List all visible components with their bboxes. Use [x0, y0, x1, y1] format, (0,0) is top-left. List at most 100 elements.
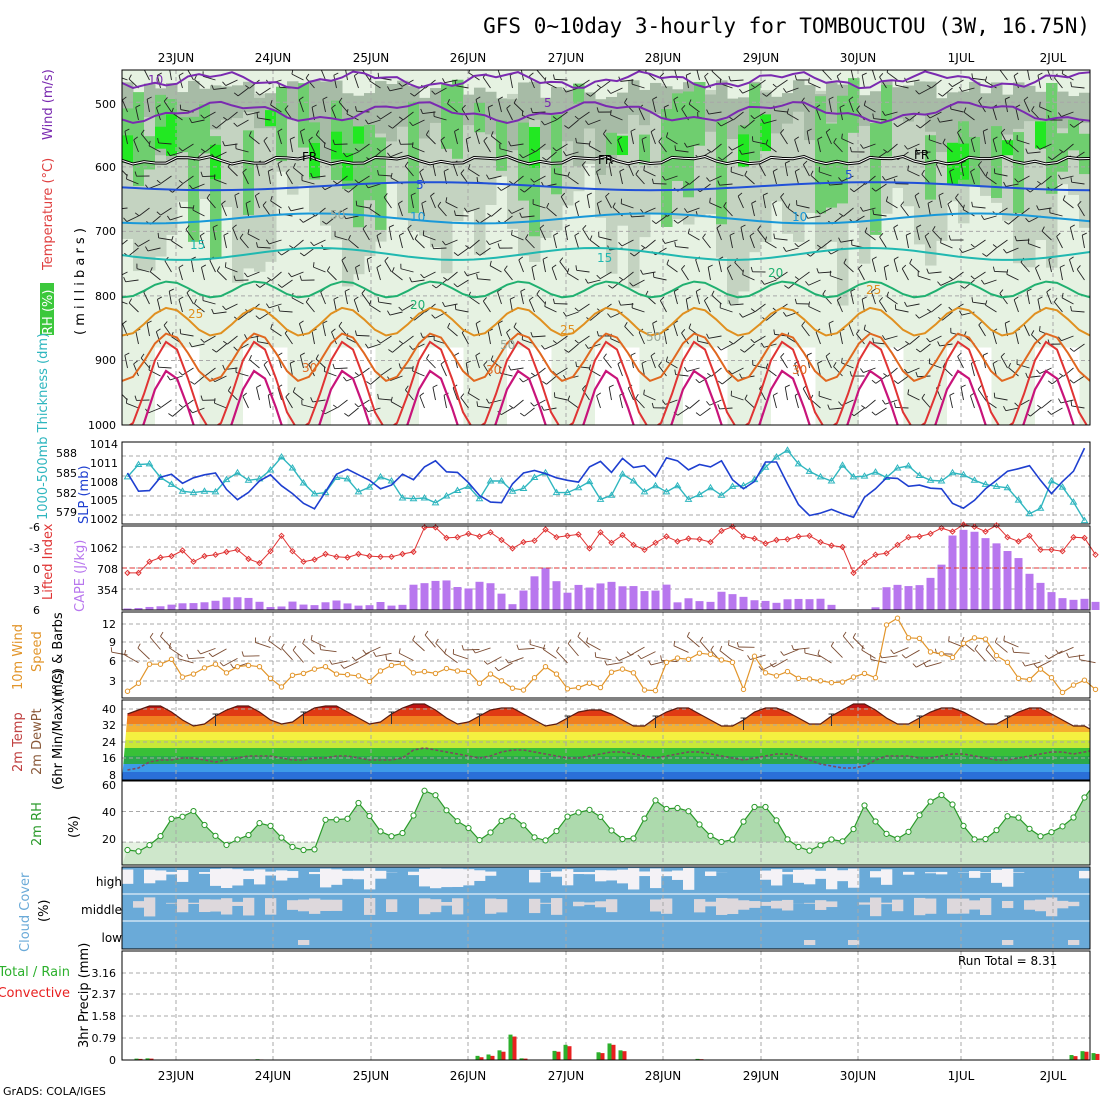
wind-barb — [390, 172, 393, 178]
contour-label: 15 — [597, 251, 612, 265]
wind-barb — [185, 225, 190, 230]
wind-barb — [499, 148, 513, 153]
lifted-point — [872, 551, 879, 558]
thickness-tick-label: 588 — [56, 447, 77, 460]
wind-barb — [369, 300, 372, 306]
wind-barb — [631, 307, 645, 313]
wind-barb — [1006, 247, 1019, 254]
rh2m-series — [124, 787, 1090, 855]
wind-barb — [939, 119, 953, 123]
wind-barb — [872, 209, 875, 215]
rh-cell — [254, 97, 266, 129]
wind-barb — [959, 310, 963, 316]
wind10m-barb — [1079, 659, 1096, 664]
wind-barb — [901, 264, 907, 269]
wind-barb — [122, 301, 128, 305]
precip-ticks: 3.16 2.37 1.58 0.79 0 — [92, 967, 117, 1067]
wind-barb — [358, 143, 370, 152]
thickness-point — [860, 472, 869, 479]
rh-cell — [606, 115, 618, 274]
wind-barb — [291, 271, 304, 278]
wind-barb — [203, 335, 216, 343]
thickness-point — [706, 483, 715, 491]
wind-barb — [232, 227, 238, 241]
wind-barb — [1026, 288, 1032, 292]
rh2m-point — [377, 828, 384, 835]
wind-barb — [780, 196, 788, 209]
wind-barb — [216, 270, 227, 281]
wind-barb — [798, 271, 810, 281]
wind-barb — [124, 352, 130, 356]
wind-barb — [513, 102, 524, 113]
wind10m-barb — [637, 654, 642, 660]
wind-barb — [708, 335, 722, 339]
wind-barb — [780, 129, 785, 134]
contour-label: 25 — [188, 307, 203, 321]
wind-barb — [148, 407, 161, 414]
wind-barb — [453, 210, 456, 216]
thickness-point — [794, 459, 803, 467]
wind-barb — [861, 296, 867, 300]
cape-bar — [464, 588, 473, 610]
rh-cell — [397, 80, 409, 127]
wind10m-point — [729, 659, 736, 666]
wind-barb — [950, 108, 964, 113]
wind-barb — [624, 321, 628, 327]
wind10m-barb — [804, 652, 821, 658]
cloud-cell — [441, 868, 453, 888]
wind-barb — [817, 136, 823, 140]
wind-barb — [882, 110, 886, 116]
thickness-point — [398, 494, 407, 501]
wind-barb — [1015, 104, 1021, 108]
wind10m-barb — [281, 647, 293, 661]
wind-barb — [358, 367, 370, 376]
temp2m-panel: 40 32 24 16 8 2m Temp 2m DewPt (6hr Min/… — [11, 670, 1091, 790]
wind-barb — [567, 171, 570, 177]
wind-barb — [483, 140, 491, 153]
wind-barb — [1071, 181, 1085, 185]
wind-barb — [885, 175, 898, 181]
wind-barb — [124, 128, 130, 132]
thickness-axis-label: 1000-500mb Thickness (dm) — [36, 333, 51, 520]
wind-barb — [376, 232, 382, 236]
wind-barb — [203, 111, 216, 119]
wind10m-barb — [710, 645, 714, 651]
wind-barb — [530, 178, 535, 183]
cape-bar — [629, 586, 638, 610]
wind-barb — [674, 369, 677, 375]
wind-barb — [905, 232, 911, 236]
wind10m-barb — [508, 657, 524, 664]
wind-barb — [673, 96, 679, 100]
wind-barb — [513, 399, 524, 409]
wind-barb — [589, 235, 593, 241]
wind-barb — [610, 87, 623, 94]
wind-barb — [419, 395, 425, 409]
wind-barb — [841, 133, 843, 139]
wind-barb — [887, 367, 898, 377]
wind-barb — [937, 281, 942, 286]
wind-barb — [126, 174, 128, 180]
wind-barb — [277, 251, 282, 256]
precip-total-bar — [695, 1058, 700, 1060]
wind-barb — [689, 399, 700, 409]
wind-barb — [1004, 96, 1010, 100]
wind-barb — [1041, 175, 1052, 185]
wind-barb — [730, 303, 744, 306]
cloud-cell — [826, 901, 838, 908]
contour-label: 10 — [410, 210, 425, 224]
rh-cell — [507, 99, 519, 151]
wind10m-barb — [487, 656, 502, 665]
wind-barb — [332, 139, 335, 145]
wind-barb — [673, 99, 678, 113]
cape-bar — [1025, 573, 1034, 610]
wind-barb — [398, 235, 403, 249]
precip-tick-label: 2.37 — [92, 988, 117, 1001]
wind-barb — [641, 139, 645, 153]
wind10m-point — [1015, 675, 1022, 682]
rh-cell — [859, 347, 871, 425]
wind-barb — [971, 201, 974, 207]
cloud-cell — [353, 870, 365, 880]
wind-barb — [1061, 111, 1074, 117]
wind-barb — [861, 405, 866, 409]
wind-barb — [818, 271, 832, 274]
